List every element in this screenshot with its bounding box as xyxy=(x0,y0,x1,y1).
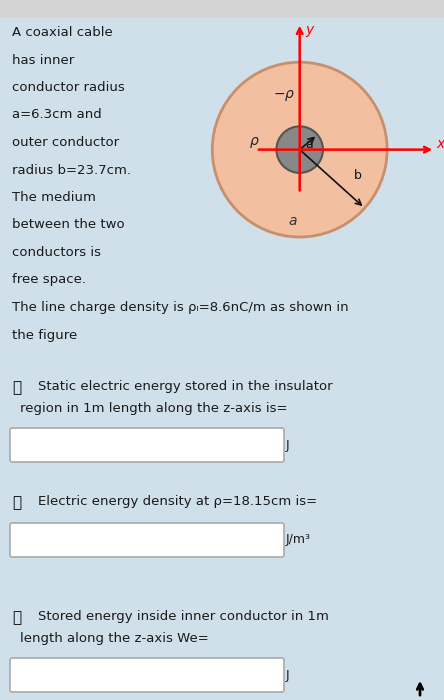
Text: a=6.3cm and: a=6.3cm and xyxy=(12,108,102,122)
Text: outer conductor: outer conductor xyxy=(12,136,119,149)
Text: x: x xyxy=(436,136,444,150)
FancyBboxPatch shape xyxy=(10,428,284,462)
Text: y: y xyxy=(305,23,313,37)
Text: radius b=23.7cm.: radius b=23.7cm. xyxy=(12,164,131,176)
Text: b: b xyxy=(354,169,362,182)
Text: 👉: 👉 xyxy=(12,495,21,510)
Text: the figure: the figure xyxy=(12,328,77,342)
Text: J: J xyxy=(286,438,289,452)
Text: J: J xyxy=(286,668,289,682)
Text: a: a xyxy=(305,138,313,151)
Text: free space.: free space. xyxy=(12,274,86,286)
FancyBboxPatch shape xyxy=(10,523,284,557)
FancyBboxPatch shape xyxy=(10,658,284,692)
Text: 👉: 👉 xyxy=(12,610,21,625)
Text: has inner: has inner xyxy=(12,53,74,66)
Text: Static electric energy stored in the insulator: Static electric energy stored in the ins… xyxy=(38,380,333,393)
Circle shape xyxy=(277,127,323,173)
Text: J/m³: J/m³ xyxy=(286,533,311,547)
Text: The line charge density is ρₗ=8.6nC/m as shown in: The line charge density is ρₗ=8.6nC/m as… xyxy=(12,301,349,314)
Text: conductors is: conductors is xyxy=(12,246,101,259)
Text: conductor radius: conductor radius xyxy=(12,81,125,94)
Text: region in 1m length along the z-axis is=: region in 1m length along the z-axis is= xyxy=(20,402,288,415)
Text: a: a xyxy=(289,214,297,228)
Text: length along the z-axis We=: length along the z-axis We= xyxy=(20,632,209,645)
Circle shape xyxy=(212,62,387,237)
Text: 👉: 👉 xyxy=(12,380,21,395)
Text: $-\rho$: $-\rho$ xyxy=(273,88,295,103)
Text: The medium: The medium xyxy=(12,191,96,204)
Text: between the two: between the two xyxy=(12,218,125,232)
FancyBboxPatch shape xyxy=(0,0,444,18)
Text: A coaxial cable: A coaxial cable xyxy=(12,26,113,39)
Text: Electric energy density at ρ=18.15cm is=: Electric energy density at ρ=18.15cm is= xyxy=(38,495,317,508)
Text: $\rho$: $\rho$ xyxy=(249,135,260,150)
Text: Stored energy inside inner conductor in 1m: Stored energy inside inner conductor in … xyxy=(38,610,329,623)
